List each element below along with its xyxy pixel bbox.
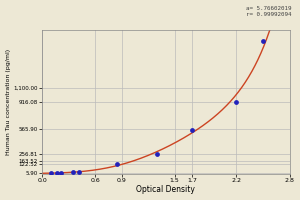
- Text: a= 5.76602019
r= 0.99992094: a= 5.76602019 r= 0.99992094: [245, 6, 291, 17]
- Point: [234, 101, 239, 104]
- Y-axis label: Human Tau concentration (pg/ml): Human Tau concentration (pg/ml): [6, 48, 10, 155]
- Point: [77, 170, 82, 173]
- Point: [154, 152, 159, 155]
- Point: [115, 162, 119, 166]
- Point: [190, 128, 195, 131]
- Point: [70, 171, 75, 174]
- X-axis label: Optical Density: Optical Density: [136, 185, 195, 194]
- Point: [59, 171, 64, 174]
- Point: [48, 171, 53, 175]
- Point: [261, 40, 266, 43]
- Point: [55, 171, 59, 175]
